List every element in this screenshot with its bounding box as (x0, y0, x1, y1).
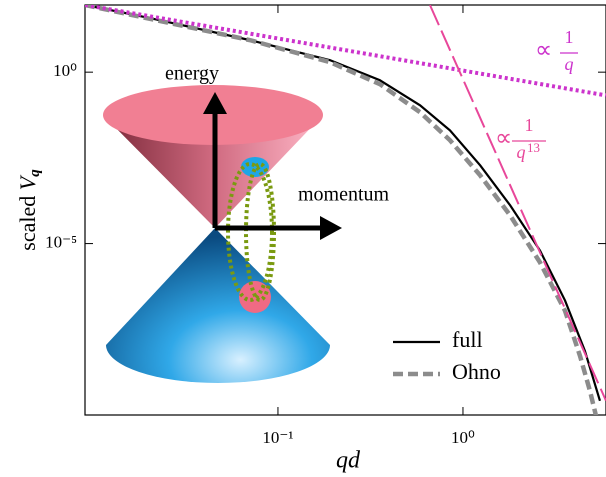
annotation-prefix: ∝ (535, 38, 552, 64)
annotation-numerator: 1 (565, 27, 574, 47)
series-line (85, 5, 606, 95)
chart: energy momentum qd scaled Vq 10⁻¹ 10⁰ 10⁻⁵… (0, 0, 606, 477)
inset-label: momentum (298, 184, 390, 206)
electron (241, 157, 269, 177)
y-tick-label: 10⁰ (53, 61, 77, 80)
y-axis-label: scaled Vq (15, 169, 43, 251)
x-tick-label: 10⁻¹ (262, 428, 293, 447)
annotation-denominator: q (565, 54, 574, 74)
inset-cones: energy momentum (103, 63, 390, 383)
annotation-exponent: 13 (527, 140, 540, 155)
y-label-subscript: q (27, 169, 43, 177)
legend-label: full (452, 327, 483, 352)
annotation-numerator: 1 (525, 115, 534, 135)
y-tick-label: 10⁻⁵ (45, 232, 77, 251)
y-label-word: scaled (15, 196, 40, 251)
lower-cone (106, 228, 330, 383)
x-tick-label: 10⁰ (451, 428, 475, 447)
legend-label: Ohno (452, 359, 501, 384)
inset-label: energy (165, 63, 219, 85)
y-axis-label-text: scaled Vq (15, 169, 43, 251)
arrow-head (320, 216, 342, 240)
x-axis-label: qd (336, 448, 361, 474)
annotation-prefix: ∝ (495, 126, 512, 152)
annotation-denominator: q (517, 142, 526, 162)
page: energy momentum qd scaled Vq 10⁻¹ 10⁰ 10⁻⁵… (0, 0, 606, 477)
